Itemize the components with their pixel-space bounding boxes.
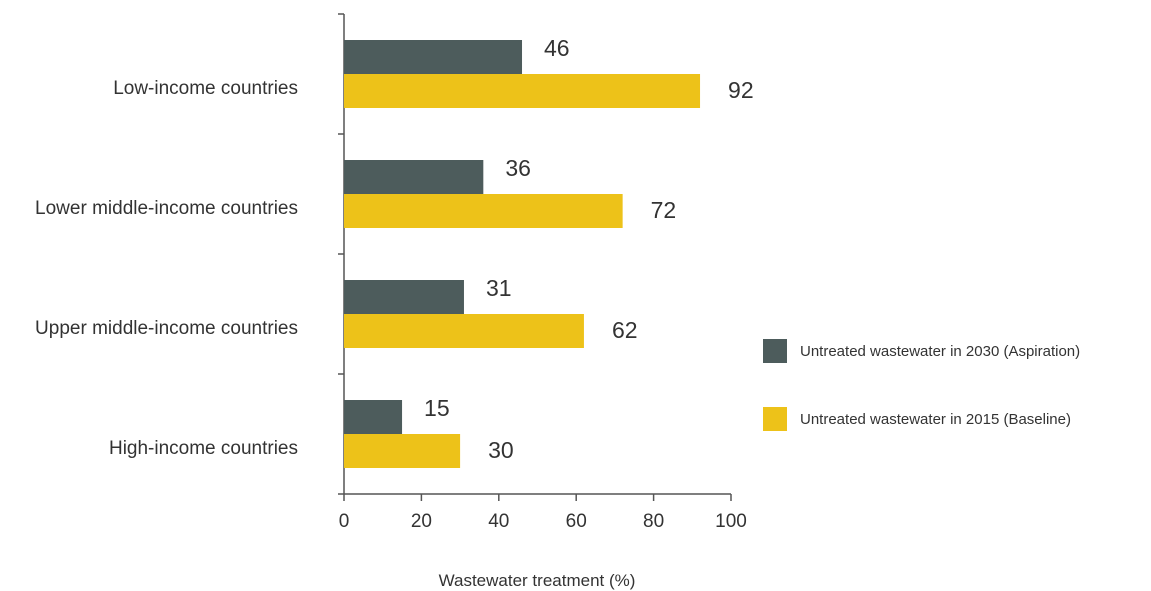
data-label: 62 [612,317,638,343]
bar [344,194,623,228]
legend: Untreated wastewater in 2030 (Aspiration… [763,339,1080,431]
data-label: 31 [486,275,512,301]
bar [344,40,523,74]
x-tick-label: 80 [643,511,664,532]
legend-label: Untreated wastewater in 2015 (Baseline) [800,411,1071,428]
x-tick-label: 40 [488,511,509,532]
legend-swatch [763,339,787,363]
bar [344,74,701,108]
legend-swatch [763,407,787,431]
category-label: High-income countries [109,438,298,459]
bar [344,434,461,468]
bars [344,40,701,468]
data-label: 46 [544,35,570,61]
x-tick-label: 20 [411,511,432,532]
category-label: Low-income countries [113,78,298,99]
bar [344,314,584,348]
legend-label: Untreated wastewater in 2030 (Aspiration… [800,343,1080,360]
axes: 0 20 40 60 80 100 [338,13,747,532]
x-tick-label: 0 [339,511,350,532]
data-label: 30 [488,437,514,463]
data-label: 72 [651,197,677,223]
category-label: Upper middle-income countries [35,318,298,339]
data-label: 15 [424,395,450,421]
bar [344,280,464,314]
data-label: 36 [505,155,531,181]
x-axis-title: Wastewater treatment (%) [439,571,636,590]
labels: Low-income countries 46 92 Lower middle-inc… [35,35,754,463]
x-tick-label: 60 [566,511,587,532]
category-label: Lower middle-income countries [35,198,298,219]
bar [344,400,403,434]
x-tick-label: 100 [715,511,747,532]
data-label: 92 [728,77,754,103]
bar [344,160,484,194]
